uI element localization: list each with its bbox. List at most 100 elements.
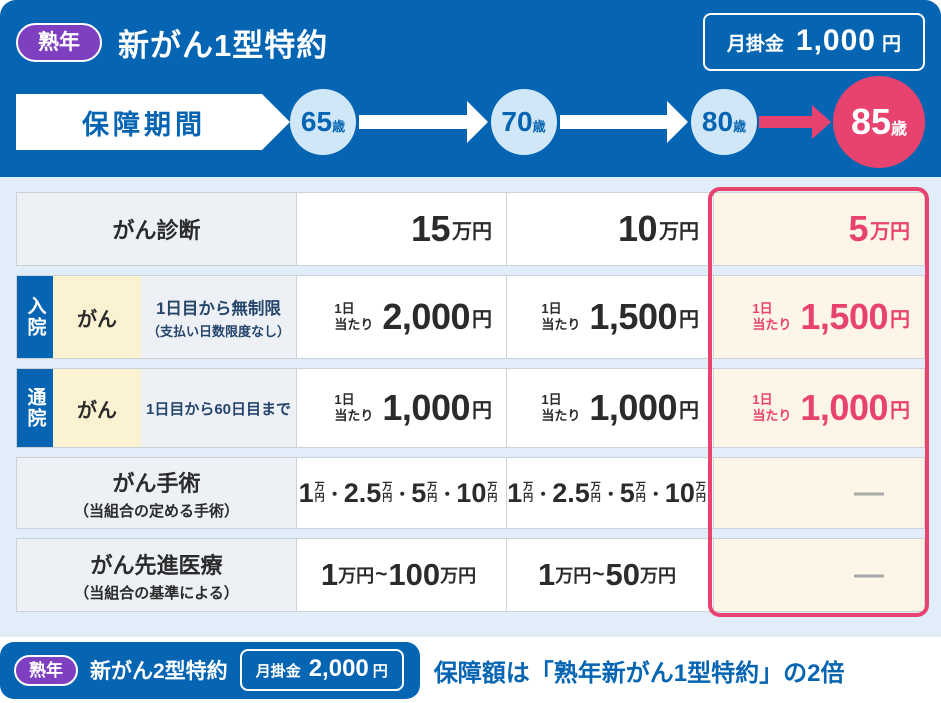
plan-header: 熟年 新がん1型特約 月掛金 1,000 円 保障期間 65歳 70歳 80歳 … [0, 0, 941, 177]
age-number: 80 [701, 106, 734, 137]
amount: 1,500 [800, 296, 888, 337]
per-day-label: 1日 当たり [334, 301, 374, 332]
separator: ・ [326, 487, 343, 504]
per-day-label: 1日 当たり [334, 392, 374, 423]
arrow-head [812, 105, 831, 139]
amount: 10 [617, 208, 658, 249]
empty-dash: — [854, 476, 884, 509]
row-header-outpatient: 通院 がん 1日目から60日目まで [17, 369, 296, 447]
per-day-label: 1日 当たり [541, 301, 581, 332]
amount: 1,000 [589, 387, 677, 428]
premium-label: 月掛金 [255, 663, 301, 680]
benefit-table: がん診断 15 万円 10 万円 5 万円 入院 がん 1日目から無制限 （支払い日数… [16, 187, 929, 617]
man-yen-stack: 万円 [590, 482, 601, 504]
age-number: 85 [850, 101, 892, 142]
surgery-value-70: 1 万円・ 2.5 万円・ 5 万円・ 10 万円 [506, 458, 713, 528]
amount: 1 [507, 477, 523, 508]
condition-line1: 1日目から無制限 [156, 299, 281, 318]
row-title: がん診断 [112, 218, 201, 243]
man-yen-stack: 万円 [635, 482, 646, 504]
row-tab-outpatient: 通院 [17, 369, 53, 447]
amount: 1,000 [800, 387, 888, 428]
timeline-arrow-final-icon [759, 105, 831, 139]
outpatient-value-70: 1日 当たり 1,000 円 [506, 369, 713, 447]
man-yen-stack: 万円 [382, 482, 393, 504]
arrow-head [667, 101, 688, 143]
per-day-label: 1日 当たり [752, 392, 792, 423]
separator: ・ [394, 487, 411, 504]
amount-unit: 万円 [338, 566, 375, 586]
row-condition: 1日目から無制限 （支払い日数限度なし） [141, 276, 296, 358]
timeline-arrow-icon [359, 101, 488, 143]
advanced-value-70: 1 万円 ~50 万円 [506, 539, 713, 611]
row-advanced-medical: がん先進医療 （当組合の基準による） 1 万円 ~100 万円 1 万円 ~50 万円 — [16, 538, 925, 612]
amount-unit: 円 [679, 399, 699, 422]
related-plan-footer: 熟年 新がん2型特約 月掛金 2,000 円 保障額は「熟年新がん1型特約」の2… [0, 637, 941, 703]
related-plan-title: 新がん2型特約 [90, 660, 228, 683]
surgery-value-65: 1 万円・ 2.5 万円・ 5 万円・ 10 万円 [296, 458, 506, 528]
amount: 2.5 [343, 477, 382, 508]
amount: 10 [456, 477, 487, 508]
row-cancer-surgery: がん手術 （当組合の定める手術） 1 万円・ 2.5 万円・ 5 万円・ 10 万円 1 万円・… [16, 457, 925, 529]
outpatient-value-80: 1日 当たり 1,000 円 [713, 369, 924, 447]
hospitalization-value-80: 1日 当たり 1,500 円 [713, 276, 924, 358]
row-title: がん手術 [112, 470, 201, 496]
monthly-premium-box: 月掛金 1,000 円 [702, 13, 925, 71]
diagnosis-value-65: 15 万円 [296, 193, 506, 265]
related-plan-note: 保障額は「熟年新がん1型特約」の2倍 [433, 659, 845, 687]
timeline-arrow-icon [559, 101, 688, 143]
amount: 1 [538, 557, 556, 592]
man-yen-stack: 万円 [314, 482, 325, 504]
tilde: ~ [375, 563, 388, 586]
amount: 10 [664, 477, 695, 508]
row-header-diagnosis: がん診断 [17, 193, 296, 265]
amount: 5 [848, 208, 868, 249]
amount: 2,000 [382, 296, 470, 337]
premium-unit: 円 [881, 34, 901, 55]
row-sub-cancer: がん [53, 276, 141, 358]
separator: ・ [439, 487, 456, 504]
amount-unit: 万円 [555, 566, 592, 586]
amount: 50 [605, 557, 640, 592]
related-plan-premium-box: 月掛金 2,000 円 [239, 649, 404, 691]
amount: 5 [411, 477, 427, 508]
age-number: 65 [300, 106, 333, 137]
coverage-period-timeline: 保障期間 65歳 70歳 80歳 85歳 [16, 74, 925, 170]
premium-amount: 2,000 [308, 655, 369, 682]
premium-unit: 円 [372, 663, 388, 680]
plan-title: 新がん1型特約 [118, 27, 329, 63]
age-milestone-70: 70歳 [490, 89, 557, 155]
amount: 15 [410, 208, 451, 249]
per-day-label: 1日 当たり [541, 392, 581, 423]
age-milestone-65: 65歳 [290, 89, 356, 155]
amount-unit: 円 [472, 399, 492, 422]
age-number: 70 [501, 106, 533, 137]
row-cancer-diagnosis: がん診断 15 万円 10 万円 5 万円 [16, 192, 925, 266]
arrow-head [466, 101, 488, 143]
advanced-value-65: 1 万円 ~100 万円 [296, 539, 506, 611]
amount-unit: 万円 [659, 220, 699, 243]
row-note: （当組合の基準による） [74, 584, 239, 602]
row-condition: 1日目から60日目まで [141, 369, 296, 447]
man-yen-stack: 万円 [487, 482, 498, 504]
row-note: （当組合の定める手術） [73, 502, 239, 520]
amount-unit: 万円 [440, 566, 477, 586]
condition-line1: 1日目から60日目まで [145, 400, 292, 418]
premium-amount: 1,000 [795, 24, 876, 57]
amount-unit: 円 [472, 308, 492, 331]
empty-dash: — [854, 558, 884, 591]
row-outpatient: 通院 がん 1日目から60日目まで 1日 当たり 1,000 円 1日 当たり 1,0… [16, 368, 925, 448]
amount: 1 [298, 477, 314, 508]
amount: 1 [320, 557, 339, 592]
arrow-bar [759, 116, 812, 128]
diagnosis-value-80: 5 万円 [713, 193, 924, 265]
man-yen-stack: 万円 [523, 482, 534, 504]
premium-label: 月掛金 [726, 34, 784, 55]
related-plan-box: 熟年 新がん2型特約 月掛金 2,000 円 [0, 641, 420, 699]
row-hospitalization: 入院 がん 1日目から無制限 （支払い日数限度なし） 1日 当たり 2,000 円 … [16, 275, 925, 359]
amount-unit: 円 [679, 308, 699, 331]
man-yen-stack: 万円 [695, 482, 706, 504]
diagnosis-value-70: 10 万円 [506, 193, 713, 265]
row-tab-hospitalization: 入院 [17, 276, 53, 358]
advanced-value-80-empty: — [713, 539, 924, 611]
